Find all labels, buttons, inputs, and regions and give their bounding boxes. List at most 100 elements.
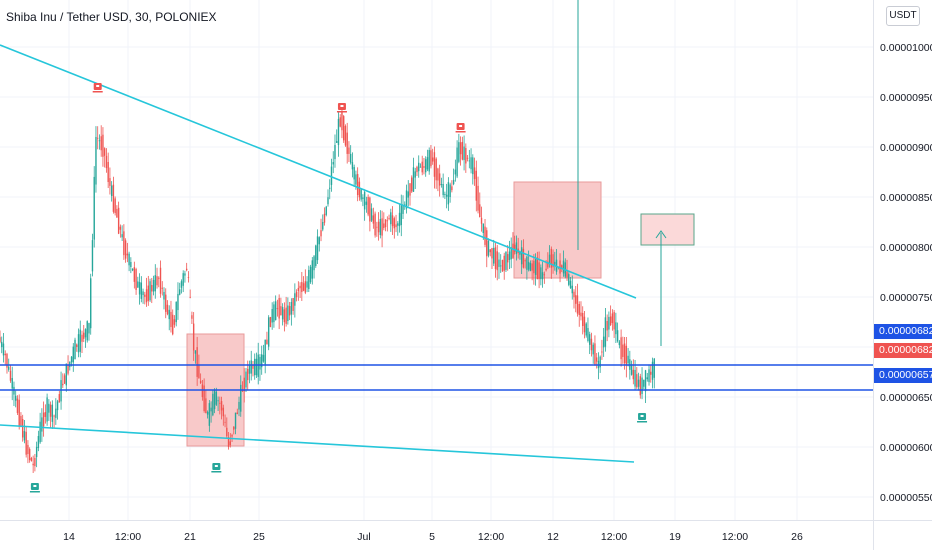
candle-body [192,323,195,351]
candle-body [459,142,462,155]
candle-body [172,314,174,335]
candle-body [400,203,402,226]
candle-body [643,379,645,387]
candle-body [541,272,544,280]
candle-body [212,393,214,416]
candle-body [386,220,389,222]
candle-body [595,357,598,362]
candle-body [301,281,303,293]
candle-body [430,150,432,167]
candle-body [28,448,31,461]
sell-flag-icon [92,83,103,93]
candle-body [81,334,83,342]
candle-body [189,296,191,298]
candle-body [534,259,537,275]
candle-body [578,304,580,315]
candle-body [377,221,380,233]
drawing-boxes[interactable] [186,181,695,447]
upper-trendline [0,44,637,299]
candle-body [550,248,553,268]
drawing-lines[interactable] [0,0,873,463]
candle-body [472,157,474,175]
candle-body [608,316,610,330]
candle-body [416,166,418,173]
candle-body [583,316,586,333]
x-tick-label: 21 [184,531,196,543]
candle-body [341,111,343,131]
candle-body [561,265,563,269]
candle-body [576,295,579,314]
candle-body [16,398,19,413]
candle-body [128,253,130,266]
candle-body [98,140,101,142]
candle-body [135,268,137,291]
candle-body [498,259,500,267]
candle-body [273,304,275,323]
candle-body [292,298,294,311]
candle-body [519,251,521,255]
sell-flag-icon [455,123,466,133]
candle-body [602,336,605,348]
candle-body [480,217,483,224]
candle-body [536,257,539,280]
candle-body [255,358,258,376]
candle-body [571,285,573,294]
candle-body [615,322,617,335]
candle-body [466,157,469,159]
candle-body [533,260,535,274]
candle-body [381,218,383,236]
candle-body [339,117,341,127]
currency-button[interactable]: USDT [886,6,920,26]
candle-body [428,150,430,172]
y-tick-label: 0.00000800 [880,242,932,254]
candle-body [220,401,223,411]
candle-body [440,183,443,186]
candle-body [365,201,368,205]
candle-body [575,295,577,304]
candle-body [613,312,615,330]
y-tick-label: 0.00000550 [880,492,932,504]
candle-body [395,224,397,228]
candle-body [510,247,512,260]
candle-body [531,263,533,271]
candle-body [398,212,401,227]
candle-body [650,371,652,375]
candle-body [585,323,587,336]
candle-body [274,301,277,321]
candle-body [280,306,282,316]
candle-body [46,397,48,422]
candle-body [79,329,81,352]
candle-body [262,354,265,362]
candle-body [86,321,88,341]
candle-body [55,408,57,418]
candle-body [123,231,125,256]
candle-body [219,402,221,404]
candle-body [601,351,603,353]
candle-body [623,343,626,364]
candle-body [110,185,113,196]
candle-body [376,226,378,228]
candle-body [196,347,198,377]
candle-body [151,285,153,292]
candle-body [491,248,493,259]
candle-body [648,369,650,383]
candle-body [637,379,640,387]
candle-body [503,255,505,271]
candle-body [184,273,186,276]
candle-body [426,157,429,170]
candle-body [245,371,247,388]
candle-body [454,169,457,175]
candle-body [348,147,350,154]
candle-body [30,457,33,462]
candle-body [93,176,95,240]
candle-body [548,254,551,265]
candle-body [138,282,141,295]
candle-body [402,205,404,214]
candle-body [358,181,361,198]
candle-body [152,280,155,292]
candle-body [644,370,647,392]
candle-body [133,267,136,282]
candle-body [11,378,13,389]
candle-body [83,332,85,339]
